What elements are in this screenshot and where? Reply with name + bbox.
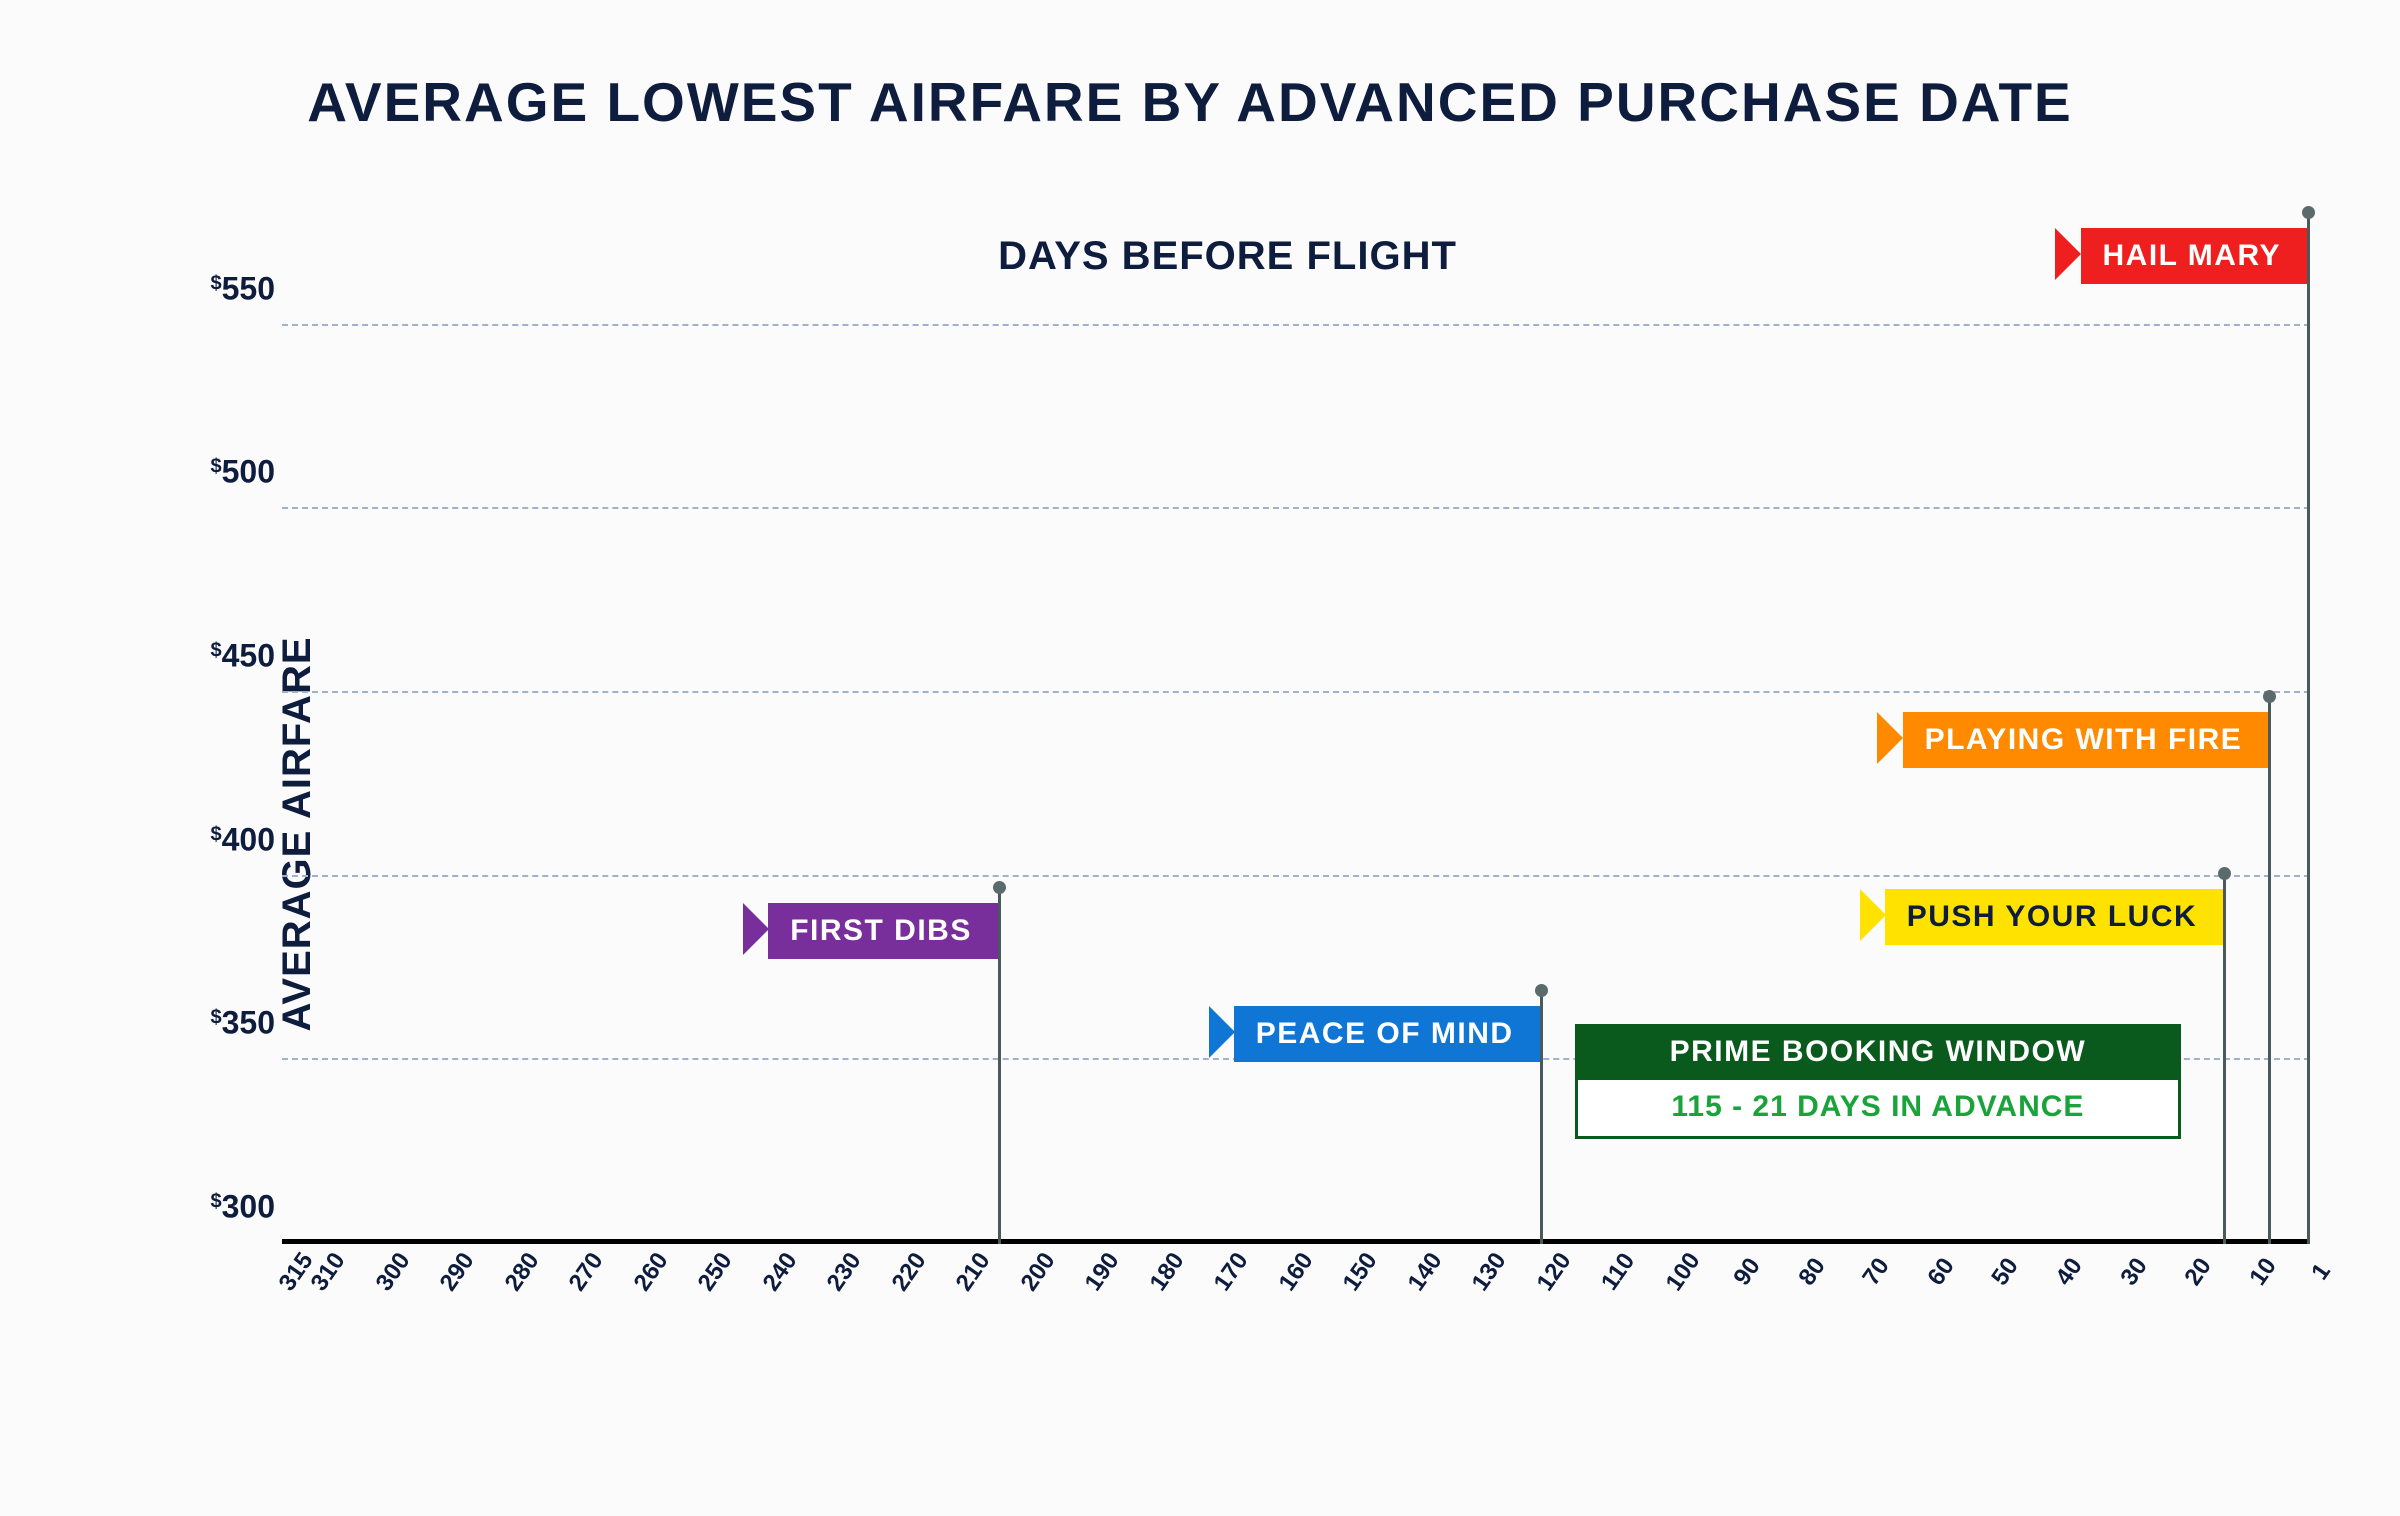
gridline	[282, 691, 2310, 693]
flag-banner: PEACE OF MIND	[1234, 1006, 1540, 1062]
x-tick-label: 80	[1793, 1253, 1831, 1291]
y-tick-label: $500	[210, 454, 275, 491]
y-tick-label: $450	[210, 638, 275, 675]
gridline	[282, 324, 2310, 326]
x-tick-label: 1	[2306, 1259, 2337, 1286]
x-ticks: 3153103002902802702602502402302202102001…	[285, 1244, 2310, 1334]
y-tick-label: $550	[210, 270, 275, 307]
flag-pole	[2268, 700, 2271, 1244]
x-tick-label: 290	[435, 1248, 481, 1297]
x-tick-label: 150	[1338, 1248, 1384, 1297]
prime-booking-window-box: PRIME BOOKING WINDOW115 - 21 DAYS IN ADV…	[1575, 1024, 2181, 1139]
x-tick-label: 300	[370, 1248, 416, 1297]
flag-banner: PLAYING WITH FIRE	[1903, 712, 2269, 768]
infographic-root: AVERAGE LOWEST AIRFARE BY ADVANCED PURCH…	[0, 0, 2400, 1516]
x-tick-label: 120	[1531, 1248, 1577, 1297]
flag-pennant-icon	[2055, 228, 2081, 280]
x-tick-label: 170	[1209, 1248, 1255, 1297]
flag-pennant-icon	[1860, 889, 1886, 941]
x-tick-label: 140	[1402, 1248, 1448, 1297]
flag-pennant-icon	[1209, 1006, 1235, 1058]
y-tick-label: $300	[210, 1189, 275, 1226]
prime-booking-sub: 115 - 21 DAYS IN ADVANCE	[1575, 1080, 2181, 1139]
x-tick-label: 250	[693, 1248, 739, 1297]
flag-knob-icon	[2218, 867, 2231, 880]
x-tick-label: 160	[1273, 1248, 1319, 1297]
x-tick-label: 180	[1144, 1248, 1190, 1297]
gridline	[282, 875, 2310, 877]
x-tick-label: 70	[1857, 1253, 1895, 1291]
chart-zone: AVERAGE AIRFARE $300$350$400$450$500$550…	[145, 234, 2310, 1434]
gridline	[282, 507, 2310, 509]
flag-banner: HAIL MARY	[2081, 228, 2308, 284]
x-tick-label: 60	[1922, 1253, 1960, 1291]
prime-booking-head: PRIME BOOKING WINDOW	[1575, 1024, 2181, 1080]
x-tick-label: 40	[2051, 1253, 2089, 1291]
flag-pennant-icon	[743, 903, 769, 955]
x-tick-label: 270	[564, 1248, 610, 1297]
x-tick-label: 200	[1015, 1248, 1061, 1297]
flag-pole	[998, 891, 1001, 1244]
x-tick-label: 90	[1728, 1253, 1766, 1291]
x-tick-label: 20	[2180, 1253, 2218, 1291]
x-tick-label: 50	[1986, 1253, 2024, 1291]
flag-pole	[1540, 994, 1543, 1244]
x-tick-label: 240	[757, 1248, 803, 1297]
x-tick-label: 190	[1080, 1248, 1126, 1297]
flag-pole	[2223, 877, 2226, 1244]
chart-title: AVERAGE LOWEST AIRFARE BY ADVANCED PURCH…	[70, 70, 2310, 134]
flag-pennant-icon	[1877, 712, 1903, 764]
x-tick-label: 230	[822, 1248, 868, 1297]
plot-area: $300$350$400$450$500$550 315310300290280…	[285, 234, 2310, 1244]
x-tick-label: 280	[499, 1248, 545, 1297]
x-tick-label: 100	[1660, 1248, 1706, 1297]
flag-banner: PUSH YOUR LUCK	[1885, 889, 2223, 945]
flag-knob-icon	[2302, 206, 2315, 219]
x-tick-label: 310	[306, 1248, 352, 1297]
x-tick-label: 220	[886, 1248, 932, 1297]
x-tick-label: 130	[1467, 1248, 1513, 1297]
x-tick-label: 210	[951, 1248, 997, 1297]
y-tick-label: $350	[210, 1005, 275, 1042]
x-tick-label: 10	[2244, 1253, 2282, 1291]
flag-knob-icon	[1535, 984, 1548, 997]
x-tick-label: 260	[628, 1248, 674, 1297]
y-tick-label: $400	[210, 821, 275, 858]
flag-banner: FIRST DIBS	[768, 903, 998, 959]
flag-pole	[2307, 216, 2310, 1244]
x-tick-label: 30	[2115, 1253, 2153, 1291]
x-tick-label: 110	[1596, 1248, 1641, 1296]
